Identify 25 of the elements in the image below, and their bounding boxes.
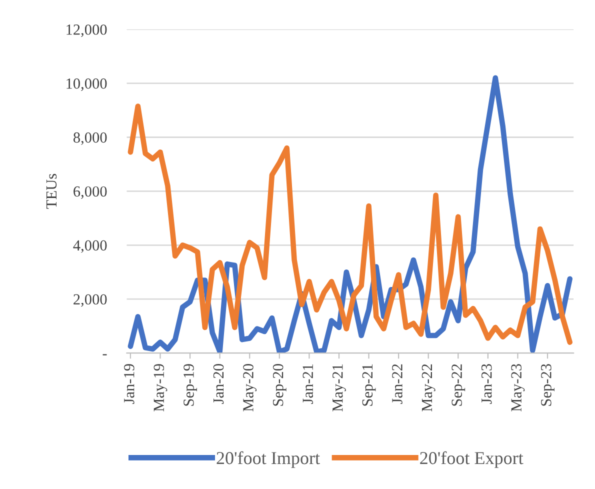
x-tick-label: Jan-22 [392, 364, 402, 404]
x-tick-label: May-22 [422, 364, 436, 412]
x-tick-label: Jan-23 [481, 364, 492, 404]
x-tick-label: May-23 [511, 364, 525, 412]
legend-label: 20'foot Export [420, 451, 524, 468]
y-tick-label: 2,000 [74, 294, 107, 307]
x-tick-label: Sep-19 [184, 364, 197, 406]
x-tick-label: Jan-21 [302, 364, 314, 404]
x-tick-label: May-19 [154, 364, 168, 412]
x-tick-label: Sep-21 [362, 364, 376, 406]
x-tick-label: Jan-20 [213, 364, 224, 404]
x-tick-label: Sep-23 [541, 364, 554, 406]
x-tick-label: May-21 [332, 364, 346, 412]
y-tick-label: 4,000 [73, 240, 107, 253]
y-tick-label: 12,000 [66, 24, 107, 37]
y-tick-label: 10,000 [66, 78, 107, 91]
x-tick-label: Jan-19 [124, 364, 134, 404]
y-tick-label: 6,000 [74, 186, 107, 199]
x-tick-label: Sep-22 [452, 364, 466, 406]
legend-label: 20'foot Import [216, 451, 320, 468]
y-tick-label: 8,000 [74, 132, 107, 145]
x-tick-label: May-20 [243, 364, 257, 412]
x-tick-label: Sep-20 [272, 364, 286, 406]
y-tick-label: - [102, 354, 107, 356]
y-axis-title: TEUs [46, 174, 57, 209]
